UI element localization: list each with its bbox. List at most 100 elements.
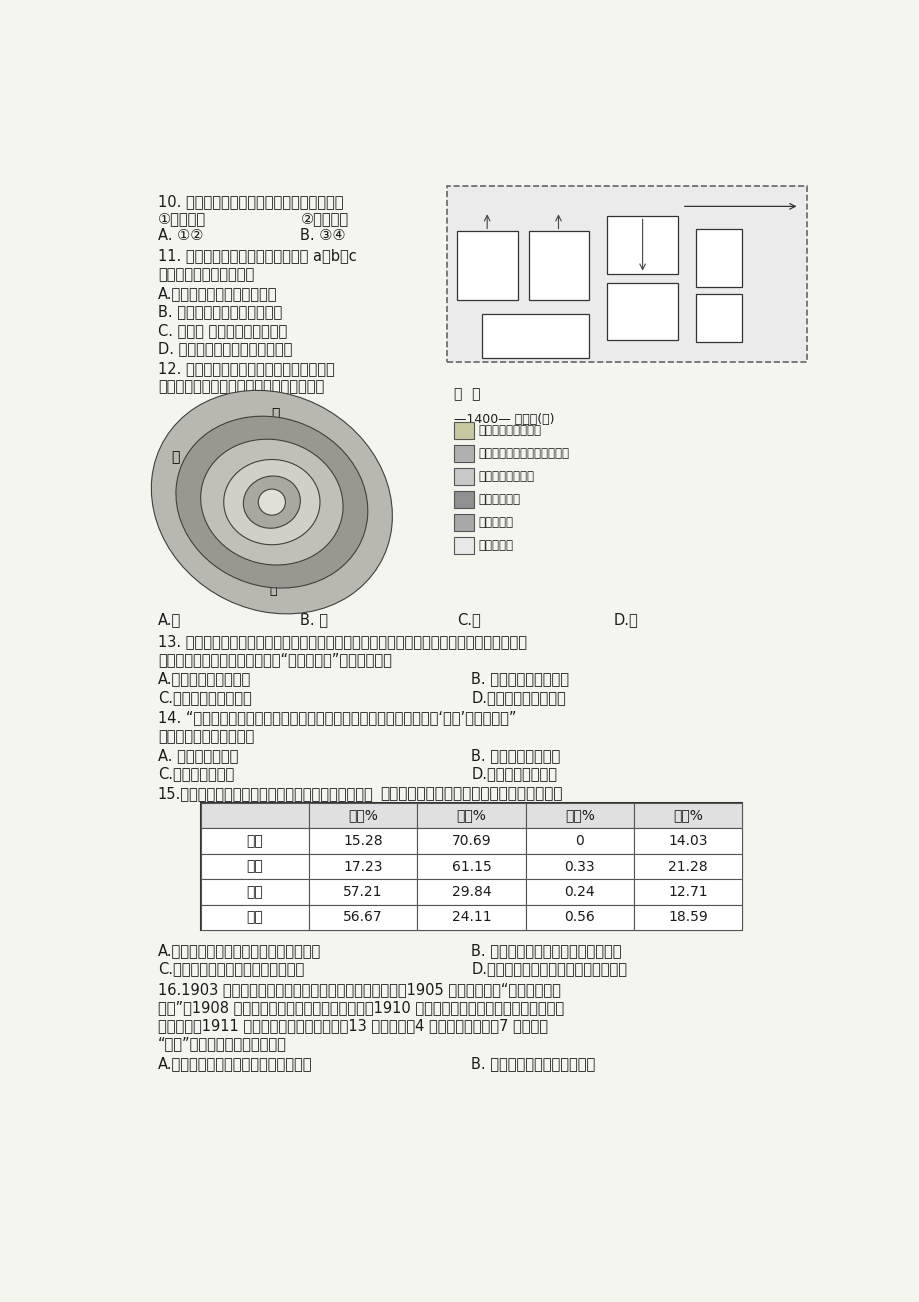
Text: 15.28: 15.28 bbox=[343, 835, 382, 848]
Text: C.国之大事，在祠与戎: C.国之大事，在祠与戎 bbox=[158, 690, 251, 706]
Bar bbox=[525, 905, 633, 930]
Bar bbox=[453, 422, 473, 439]
Text: 16.1903 年，清政府设立商部，倡导官商创办工商企业；1905 年，清廷下令“立停科举以广: 16.1903 年，清政府设立商部，倡导官商创办工商企业；1905 年，清廷下令… bbox=[158, 982, 560, 997]
Bar bbox=[309, 879, 417, 905]
Bar bbox=[696, 229, 742, 286]
Text: 其他%: 其他% bbox=[564, 809, 595, 823]
Text: D.两宋时期的理学家: D.两宋时期的理学家 bbox=[471, 766, 557, 781]
Text: 常绿阔叶、落叶阔叶混交林带: 常绿阔叶、落叶阔叶混交林带 bbox=[478, 447, 569, 460]
Text: A. ①②: A. ①② bbox=[158, 228, 203, 243]
Text: B. 战国时期的改革家: B. 战国时期的改革家 bbox=[471, 747, 561, 763]
Text: 56.67: 56.67 bbox=[343, 910, 382, 924]
Bar bbox=[200, 905, 309, 930]
Text: B. 乙: B. 乙 bbox=[300, 612, 328, 628]
Text: D.封建亲戚，以藩屏周: D.封建亲戚，以藩屏周 bbox=[471, 690, 565, 706]
Text: ④冰川作用: ④冰川作用 bbox=[614, 211, 662, 227]
Text: 21.28: 21.28 bbox=[668, 859, 708, 874]
Text: B. 普天之下，莫非王土: B. 普天之下，莫非王土 bbox=[471, 672, 569, 686]
Bar bbox=[200, 828, 309, 854]
Text: 元代: 元代 bbox=[246, 859, 263, 874]
Bar bbox=[457, 232, 517, 299]
Bar bbox=[525, 803, 633, 828]
Bar bbox=[453, 491, 473, 508]
Text: 宋代: 宋代 bbox=[246, 835, 263, 848]
Text: 13. 袁行霨、严文明等主编的《中华文明史》认为西周政治制度的特点是：君统宗法化、王权: 13. 袁行霨、严文明等主编的《中华文明史》认为西周政治制度的特点是：君统宗法化… bbox=[158, 634, 527, 650]
Text: C.丙: C.丙 bbox=[457, 612, 481, 628]
Text: “新政”的上述措施产生的影响是: “新政”的上述措施产生的影响是 bbox=[158, 1036, 287, 1052]
Bar bbox=[528, 232, 588, 299]
Text: 泉: 泉 bbox=[715, 311, 722, 324]
Text: ②岩浆活动: ②岩浆活动 bbox=[300, 211, 348, 227]
Bar bbox=[200, 803, 742, 930]
Bar bbox=[482, 314, 588, 358]
Text: C.统治阶级加强了对人们思想的控制: C.统治阶级加强了对人们思想的控制 bbox=[158, 961, 303, 976]
Text: 丙: 丙 bbox=[271, 408, 279, 421]
Bar bbox=[309, 828, 417, 854]
Text: 山地苔藓带: 山地苔藓带 bbox=[478, 516, 513, 529]
Bar bbox=[200, 803, 309, 828]
Text: 2000: 2000 bbox=[276, 487, 299, 496]
Text: 亚热带常绿阔叶林带: 亚热带常绿阔叶林带 bbox=[478, 424, 541, 437]
Text: 蒸发: 蒸发 bbox=[551, 259, 565, 272]
Bar bbox=[525, 828, 633, 854]
Text: 0: 0 bbox=[575, 835, 584, 848]
Text: A.确立了宪法在国家政治生活中的地位: A.确立了宪法在国家政治生活中的地位 bbox=[158, 1056, 312, 1072]
Bar bbox=[607, 216, 677, 273]
Text: ③流水作用: ③流水作用 bbox=[457, 211, 505, 227]
Text: 这段文字描述的人物应是: 这段文字描述的人物应是 bbox=[158, 729, 254, 743]
Text: 宋代至清代我国不同类型的书院数量变化简表: 宋代至清代我国不同类型的书院数量变化简表 bbox=[380, 786, 562, 801]
Text: 乙: 乙 bbox=[214, 493, 222, 506]
Text: 0.33: 0.33 bbox=[564, 859, 595, 874]
Text: 70.69: 70.69 bbox=[451, 835, 491, 848]
Text: A.科举制度的改革提高了官办书院的质量: A.科举制度的改革提高了官办书院的质量 bbox=[158, 943, 321, 958]
Text: 水气输送: 水气输送 bbox=[721, 202, 748, 211]
Bar bbox=[417, 828, 525, 854]
Text: 丁: 丁 bbox=[346, 500, 354, 514]
Text: A.文王孙子，本支百世: A.文王孙子，本支百世 bbox=[158, 672, 251, 686]
Bar bbox=[309, 803, 417, 828]
Bar bbox=[417, 879, 525, 905]
Text: 南: 南 bbox=[269, 583, 277, 596]
Bar bbox=[417, 854, 525, 879]
Text: 降水: 降水 bbox=[635, 238, 649, 251]
Text: 18.59: 18.59 bbox=[667, 910, 708, 924]
Text: 14. “概然有求道之士，泛滥于诸家，出入于老、释者几十年，返求诸‘六经’而后得之。”: 14. “概然有求道之士，泛滥于诸家，出入于老、释者几十年，返求诸‘六经’而后得… bbox=[158, 711, 516, 725]
Bar bbox=[200, 879, 309, 905]
Text: 0.24: 0.24 bbox=[564, 885, 595, 898]
Text: D. ②④: D. ②④ bbox=[614, 228, 660, 243]
Text: D.活字印刷术的革新推动了书院的普及: D.活字印刷术的革新推动了书院的普及 bbox=[471, 961, 627, 976]
Bar bbox=[309, 905, 417, 930]
Bar bbox=[633, 854, 742, 879]
Bar bbox=[309, 854, 417, 879]
Text: 12.71: 12.71 bbox=[668, 885, 708, 898]
FancyBboxPatch shape bbox=[446, 186, 806, 362]
Bar bbox=[453, 514, 473, 531]
Text: B. 地下径流、地表径流、下滲: B. 地下径流、地表径流、下滲 bbox=[158, 305, 282, 319]
Text: C.两汉时期的儒家: C.两汉时期的儒家 bbox=[158, 766, 233, 781]
Text: A. 春秋时期的墓家: A. 春秋时期的墓家 bbox=[158, 747, 238, 763]
Bar bbox=[525, 879, 633, 905]
Text: —1400— 等高线(米): —1400— 等高线(米) bbox=[453, 413, 553, 426]
Text: 山地草甸带: 山地草甸带 bbox=[478, 539, 513, 552]
Bar bbox=[453, 445, 473, 462]
Text: 官办%: 官办% bbox=[347, 809, 378, 823]
Text: 61.15: 61.15 bbox=[451, 859, 491, 874]
Text: 15.下表中各类书院的数量发生相对变化的主要原因是: 15.下表中各类书院的数量发生相对变化的主要原因是 bbox=[158, 786, 373, 801]
Text: 0.56: 0.56 bbox=[564, 910, 595, 924]
Text: 蒸腾: 蒸腾 bbox=[480, 259, 494, 272]
Text: C. ①③: C. ①③ bbox=[457, 228, 503, 243]
Bar bbox=[696, 293, 742, 341]
Bar bbox=[200, 854, 309, 879]
Text: ①地壳运动: ①地壳运动 bbox=[158, 211, 206, 227]
Text: 短之五年；1911 年，设立责任内阁，阁员內13 人，汉人剠4 人，满人中皇族叆7 人。清末: 短之五年；1911 年，设立责任内阁，阁员內13 人，汉人剠4 人，满人中皇族叆… bbox=[158, 1018, 547, 1034]
Ellipse shape bbox=[151, 391, 392, 613]
Text: B. 巳固了满族贵族的政治统治: B. 巳固了满族贵族的政治统治 bbox=[471, 1056, 596, 1072]
Text: 11. 右图为该地水循环示意图，图中 a、b、c: 11. 右图为该地水循环示意图，图中 a、b、c bbox=[158, 249, 357, 263]
Ellipse shape bbox=[244, 477, 300, 529]
Text: 29.84: 29.84 bbox=[451, 885, 491, 898]
Text: D.丁: D.丁 bbox=[614, 612, 638, 628]
Text: 12. 下图为丽江地区某山地垂直自然带分布: 12. 下图为丽江地区某山地垂直自然带分布 bbox=[158, 361, 335, 376]
Ellipse shape bbox=[223, 460, 320, 544]
Bar bbox=[417, 803, 525, 828]
Text: B. 经济发展增强了人们求学的积极性: B. 经济发展增强了人们求学的积极性 bbox=[471, 943, 621, 958]
